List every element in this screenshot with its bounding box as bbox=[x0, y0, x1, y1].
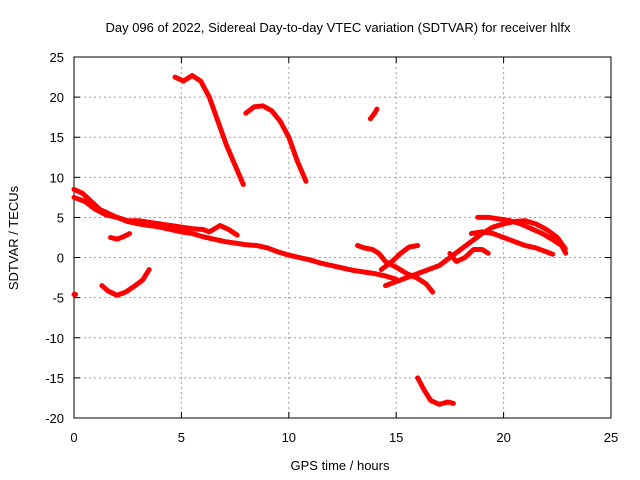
series-core-short-seg-14 bbox=[368, 107, 379, 121]
series-layer bbox=[71, 73, 569, 407]
series-core-dip-left bbox=[100, 268, 151, 297]
x-tick-label: 20 bbox=[496, 430, 510, 445]
series-core-steep-drop-2 bbox=[244, 104, 308, 183]
chart-title: Day 096 of 2022, Sidereal Day-to-day VTE… bbox=[105, 20, 571, 35]
series-core-rise-16-19 bbox=[384, 219, 568, 288]
y-tick-label: 15 bbox=[50, 130, 64, 145]
y-tick-label: 20 bbox=[50, 90, 64, 105]
y-tick-label: 25 bbox=[50, 50, 64, 65]
plot-frame bbox=[73, 56, 612, 419]
series-core-small-blob-left bbox=[109, 232, 132, 241]
ticks: 0 5 10 15 20 25 -20 -15 -10 -5 0 5 10 15 20 25 bbox=[45, 50, 618, 445]
series-core-dip-18 bbox=[448, 248, 491, 264]
x-tick-label: 15 bbox=[389, 430, 403, 445]
y-tick-label: -15 bbox=[45, 371, 64, 386]
y-axis-label: SDTVAR / TECUs bbox=[6, 185, 21, 290]
series-core-steep-drop-1 bbox=[173, 74, 246, 187]
x-tick-label: 25 bbox=[604, 430, 618, 445]
series-core-bottom-right bbox=[416, 376, 456, 406]
series-core-lower-band-19-22 bbox=[469, 230, 555, 256]
series-core-cross-15 bbox=[379, 244, 420, 272]
y-tick-label: -5 bbox=[52, 291, 64, 306]
y-tick-label: 10 bbox=[50, 170, 64, 185]
x-tick-label: 0 bbox=[70, 430, 77, 445]
x-tick-label: 5 bbox=[178, 430, 185, 445]
series-core-main-upper-band bbox=[72, 195, 239, 237]
y-tick-label: 5 bbox=[57, 210, 64, 225]
series-core-upper-band-19-23 bbox=[476, 215, 568, 255]
y-tick-label: -20 bbox=[45, 411, 64, 426]
y-tick-label: 0 bbox=[57, 251, 64, 266]
y-tick-label: -10 bbox=[45, 331, 64, 346]
x-axis-label: GPS time / hours bbox=[291, 458, 390, 473]
x-tick-label: 10 bbox=[282, 430, 296, 445]
